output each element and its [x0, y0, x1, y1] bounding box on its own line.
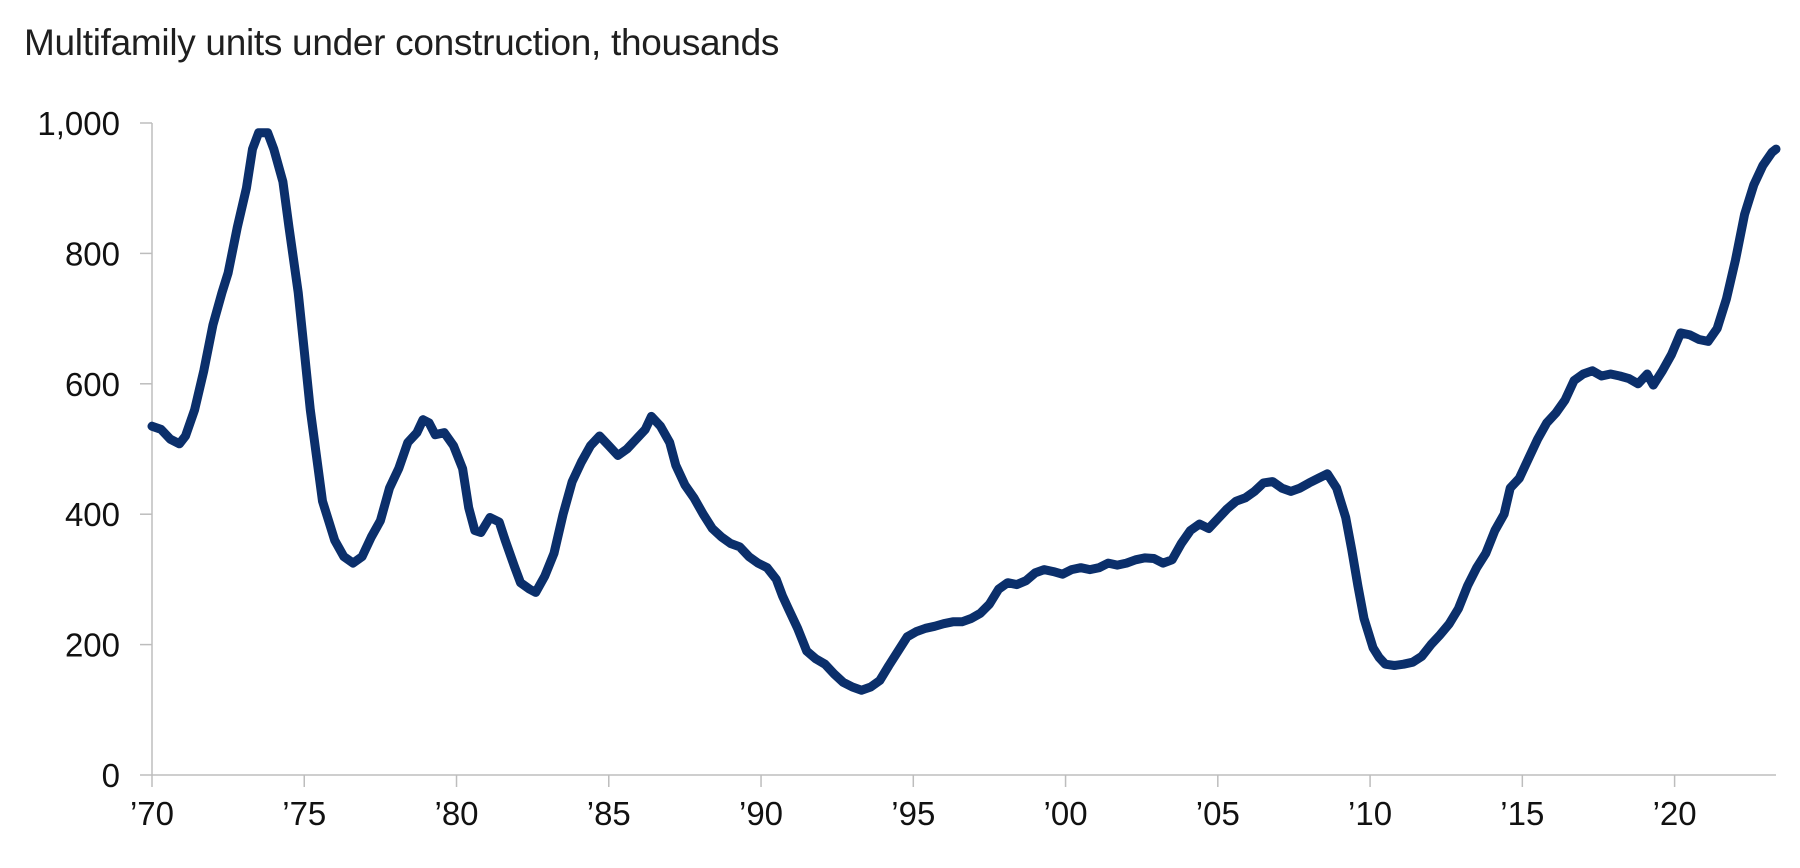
x-tick-label: ’15: [1500, 795, 1544, 832]
y-tick-label: 200: [65, 627, 120, 664]
x-tick-label: ’95: [891, 795, 935, 832]
y-tick-label: 0: [102, 757, 120, 794]
series-line: [147, 128, 1781, 695]
x-tick-label: ’70: [130, 795, 174, 832]
x-tick-label: ’80: [434, 795, 478, 832]
chart-title: Multifamily units under construction, th…: [24, 22, 780, 63]
y-tick-label: 600: [65, 366, 120, 403]
x-tick-label: ’85: [587, 795, 631, 832]
x-tick-label: ’90: [739, 795, 783, 832]
x-axis-labels: ’70 ’75 ’80 ’85 ’90 ’95 ’00 ’05 ’10 ’15 ’20: [130, 795, 1697, 832]
series-lines: [147, 128, 1781, 695]
x-tick-label: ’10: [1348, 795, 1392, 832]
chart-axes: [140, 122, 1776, 787]
x-tick-label: ’00: [1044, 795, 1088, 832]
y-tick-label: 1,000: [37, 105, 120, 142]
x-tick-label: ’20: [1653, 795, 1697, 832]
y-tick-label: 800: [65, 235, 120, 272]
y-axis-labels: 0 200 400 600 800 1,000: [37, 105, 120, 794]
x-tick-label: ’75: [282, 795, 326, 832]
x-tick-label: ’05: [1196, 795, 1240, 832]
y-tick-label: 400: [65, 496, 120, 533]
